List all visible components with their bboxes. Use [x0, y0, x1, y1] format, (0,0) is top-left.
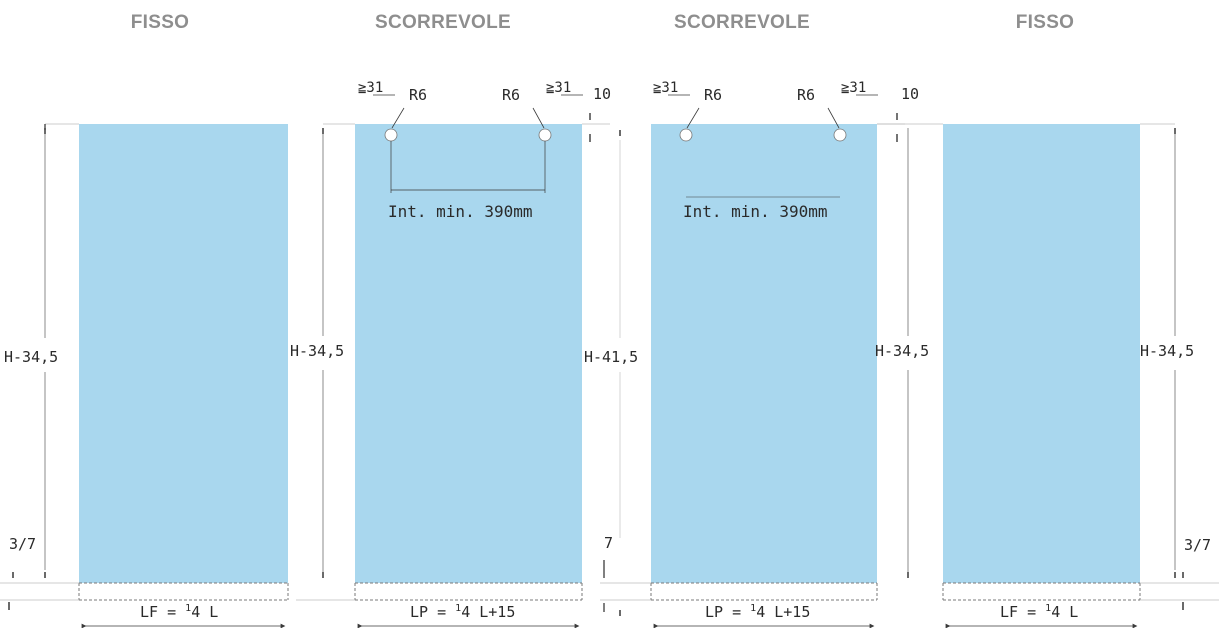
panel-4-bottom-label: 3/7: [1184, 536, 1211, 554]
panel-2-width-label: LP = 14 L+15: [410, 603, 515, 621]
panel-3-hole-left-label: R6: [704, 86, 722, 104]
panel-3-title: SCORREVOLE: [673, 12, 811, 33]
panel-4-width-label: LF = 14 L: [1000, 603, 1078, 621]
panel-3-hole-left: [679, 128, 693, 142]
panel-3-height-label: H-41,5: [584, 348, 638, 366]
panel-2-offset-left: ≧31: [358, 80, 383, 96]
panel-3-bottom-label: 7: [604, 534, 613, 552]
panel-3-offset-right: ≧31: [841, 80, 866, 96]
glass-panel-1: [79, 124, 288, 583]
panel-3-interaxis-label: Int. min. 390mm: [683, 202, 828, 221]
panel-1-width-label: LF = 14 L: [140, 603, 218, 621]
panel-3-hole-right: [833, 128, 847, 142]
panel-1-height-label: H-34,5: [4, 348, 58, 366]
panel-4-height-label: H-34,5: [1140, 342, 1194, 360]
panel-3-hole-right-label: R6: [797, 86, 815, 104]
panel-3-offset-left: ≧31: [653, 80, 678, 96]
panel-2-hole-right-label: R6: [502, 86, 520, 104]
panel-2-hole-left: [384, 128, 398, 142]
panel-1-title: FISSO: [130, 12, 190, 33]
panel-2-height-label: H-34,5: [290, 342, 344, 360]
panel-2-offset-right: ≧31: [546, 80, 571, 96]
glass-panel-3: [651, 124, 877, 583]
panel-1-bottom-label: 3/7: [9, 535, 36, 553]
panel-2-interaxis-label: Int. min. 390mm: [388, 202, 533, 221]
panel-4-title: FISSO: [1015, 12, 1075, 33]
panel-2-top-gap: 10: [593, 85, 611, 103]
glass-panel-2: [355, 124, 582, 583]
panel-2-hole-right: [538, 128, 552, 142]
panel-2-hole-left-label: R6: [409, 86, 427, 104]
panel-3-top-gap: 10: [901, 85, 919, 103]
glass-panel-4: [943, 124, 1140, 583]
panel-3-right-height-label: H-34,5: [875, 342, 929, 360]
panel-3-width-label: LP = 14 L+15: [705, 603, 810, 621]
panel-2-title: SCORREVOLE: [374, 12, 512, 33]
